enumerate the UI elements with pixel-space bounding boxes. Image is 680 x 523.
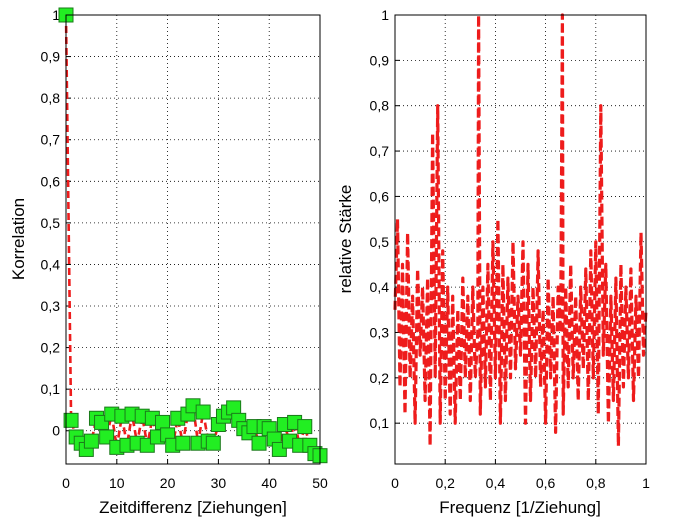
- left-x-tick-label: 20: [160, 475, 176, 491]
- right-x-tick-label: 1: [642, 475, 650, 491]
- left-data: [58, 7, 328, 464]
- left-y-tick-label: 0,2: [41, 340, 61, 356]
- right-plot-frame: [394, 14, 647, 465]
- right-series-line: [393, 13, 648, 448]
- right-y-tick-label: 0,5: [370, 234, 390, 250]
- left-x-axis-label: Zeitdifferenz [Ziehungen]: [99, 498, 287, 517]
- right-y-tick-label: 0,1: [370, 415, 390, 431]
- right-y-tick-label: 0,3: [370, 324, 390, 340]
- left-y-tick-label: 0: [52, 423, 60, 439]
- left-y-tick-label: 0,4: [41, 256, 61, 272]
- left-y-tick-label: 0,5: [41, 215, 61, 231]
- left-data-point: [251, 435, 267, 451]
- right-y-tick-label: 0,4: [370, 279, 390, 295]
- left-x-tick-label: 30: [211, 475, 227, 491]
- left-y-tick-label: 0,6: [41, 173, 61, 189]
- right-x-tick-label: 0,8: [586, 475, 606, 491]
- left-y-tick-label: 0,3: [41, 298, 61, 314]
- right-y-tick-label: 0,6: [370, 188, 390, 204]
- right-ticks: 0 0,2 0,4 0,6 0,8 1 0,1 0,2 0,3 0,4 0,5 0,6 0,7 0,8 0,…: [370, 7, 651, 491]
- left-y-tick-label: 0,7: [41, 132, 61, 148]
- left-y-axis-label: Korrelation: [9, 198, 28, 280]
- left-data-point: [175, 435, 191, 451]
- left-y-tick-label: 1: [52, 7, 60, 23]
- left-ticks: 0 10 20 30 40 50 0 0,1 0,2 0,3 0,4 0,5 0,6 0,7 0,8 0,9 1: [41, 7, 328, 491]
- left-x-tick-label: 40: [261, 475, 277, 491]
- left-data-point: [205, 435, 221, 451]
- right-x-tick-label: 0,2: [435, 475, 455, 491]
- left-data-point: [195, 404, 211, 420]
- left-x-tick-label: 50: [312, 475, 328, 491]
- left-data-point: [155, 414, 171, 430]
- right-y-tick-label: 0,7: [370, 143, 390, 159]
- left-y-tick-label: 0,9: [41, 49, 61, 65]
- left-chart-autocorrelation: 0 10 20 30 40 50 0 0,1 0,2 0,3 0,4 0,5 0,6 0,7 0,8 0,9 1…: [9, 7, 328, 517]
- left-y-tick-label: 0,1: [41, 381, 61, 397]
- right-y-tick-label: 0,2: [370, 370, 390, 386]
- right-data: [393, 13, 648, 448]
- left-y-tick-label: 0,8: [41, 90, 61, 106]
- right-chart-spectrum: 0 0,2 0,4 0,6 0,8 1 0,1 0,2 0,3 0,4 0,5 0,6 0,7 0,8 0,…: [336, 7, 650, 517]
- left-series-line: [64, 14, 321, 457]
- left-x-tick-label: 10: [109, 475, 125, 491]
- right-y-tick-label: 0,8: [370, 98, 390, 114]
- right-y-tick-label: 1: [381, 7, 389, 23]
- right-x-axis-label: Frequenz [1/Ziehung]: [439, 498, 601, 517]
- left-plot-frame: [65, 14, 321, 465]
- left-grid: [66, 15, 320, 464]
- left-data-point: [297, 419, 313, 435]
- right-y-tick-label: 0,9: [370, 52, 390, 68]
- right-x-tick-label: 0: [391, 475, 399, 491]
- left-x-tick-label: 0: [62, 475, 70, 491]
- right-y-axis-label: relative Stärke: [336, 185, 355, 294]
- left-data-point: [83, 433, 99, 449]
- left-data-point: [63, 412, 79, 428]
- right-grid: [395, 15, 646, 464]
- right-x-tick-label: 0,6: [536, 475, 556, 491]
- left-data-point: [226, 400, 242, 416]
- right-x-tick-label: 0,4: [486, 475, 506, 491]
